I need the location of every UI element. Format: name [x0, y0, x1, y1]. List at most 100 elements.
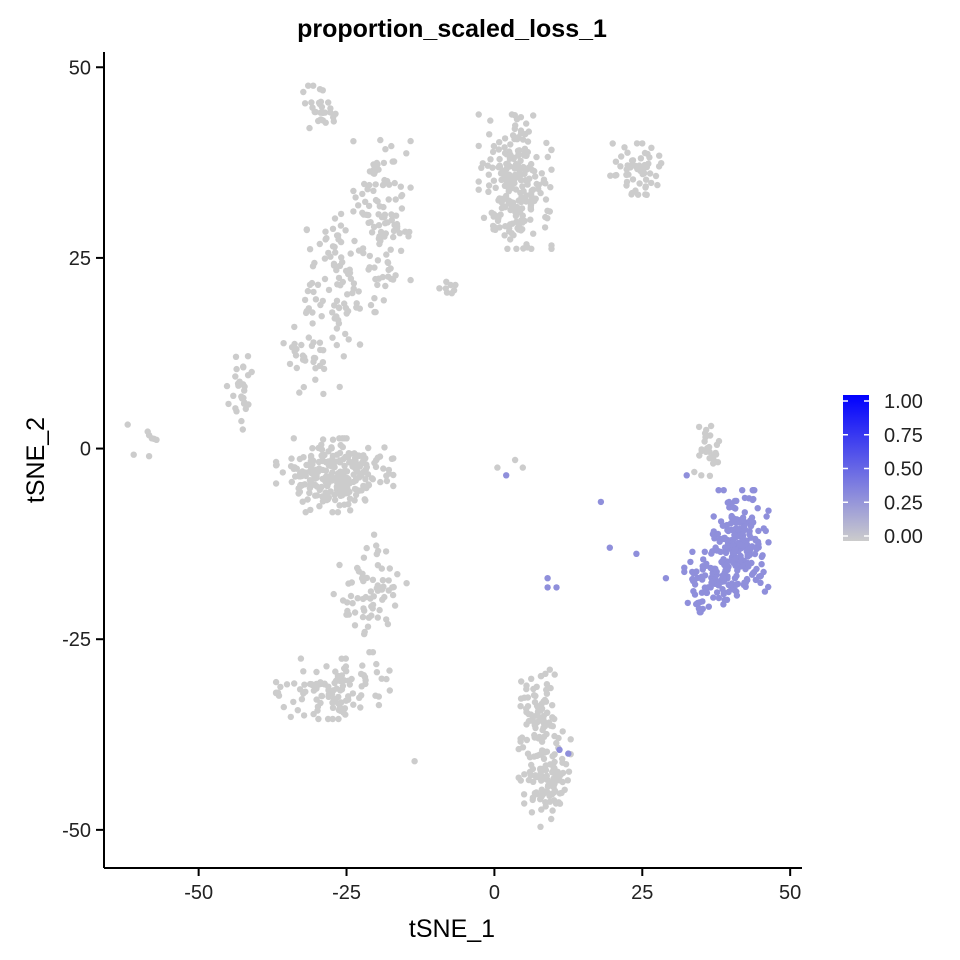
cell-point	[303, 226, 310, 233]
cell-point	[717, 548, 724, 555]
cell-point	[627, 164, 634, 171]
cell-point	[233, 365, 240, 373]
cell-point	[760, 525, 767, 532]
cell-point	[507, 236, 514, 243]
cell-point	[706, 472, 714, 479]
cell-point	[355, 202, 362, 209]
cell-point	[387, 265, 394, 272]
cell-point	[753, 565, 760, 573]
cell-point	[447, 281, 454, 289]
cell-point	[378, 565, 385, 572]
cell-point	[559, 728, 566, 735]
cell-point	[543, 748, 551, 755]
cell-point	[355, 247, 363, 254]
cell-point	[737, 552, 744, 560]
cell-point	[233, 408, 240, 415]
cell-point	[310, 82, 317, 89]
cell-point	[319, 498, 327, 505]
cell-point	[517, 177, 525, 184]
cell-point	[681, 564, 688, 571]
cell-point	[272, 462, 280, 469]
cell-point	[613, 171, 620, 179]
cell-point	[361, 496, 368, 503]
cell-point	[639, 170, 646, 178]
cell-point	[475, 178, 482, 185]
cell-point	[707, 432, 714, 439]
cell-point	[306, 477, 314, 484]
cell-point	[368, 612, 375, 619]
cell-point	[371, 264, 378, 271]
cell-point	[543, 139, 550, 147]
x-tick-label: 50	[779, 882, 801, 904]
cell-point	[302, 509, 309, 516]
cell-point	[321, 255, 329, 262]
cell-point	[384, 620, 392, 628]
cell-point	[556, 800, 564, 807]
cell-point	[340, 353, 347, 360]
cell-point	[324, 715, 332, 723]
cell-point	[350, 208, 357, 215]
cell-point	[307, 482, 315, 490]
cell-point	[130, 451, 137, 458]
cell-point	[484, 162, 491, 169]
cell-point	[547, 684, 554, 692]
cell-point	[507, 141, 514, 148]
cell-point	[306, 246, 314, 253]
cell-point	[488, 209, 495, 216]
cell-point	[331, 302, 338, 309]
cell-point	[379, 181, 387, 189]
cell-point	[389, 591, 397, 599]
cell-point	[637, 155, 645, 162]
cell-point	[241, 387, 248, 394]
cell-point	[757, 579, 764, 586]
cell-point	[361, 180, 368, 188]
cell-point	[748, 571, 756, 578]
cell-point	[508, 230, 515, 237]
cell-point	[287, 713, 294, 721]
cell-point	[341, 665, 348, 672]
cell-point	[288, 344, 296, 351]
x-axis-ticks: -50 -25 0 25 50	[184, 868, 801, 904]
cell-point	[490, 226, 497, 233]
cell-point	[370, 223, 378, 231]
cell-point	[551, 671, 558, 678]
cell-point	[319, 436, 327, 443]
cell-point	[294, 707, 301, 714]
cell-point	[527, 711, 535, 718]
cell-point	[322, 228, 329, 235]
cell-point	[124, 421, 131, 428]
x-axis-label: tSNE_1	[409, 915, 495, 943]
cell-point	[698, 447, 705, 455]
cell-point	[695, 423, 703, 431]
cell-point	[325, 286, 333, 294]
cell-point	[347, 507, 354, 514]
cell-point	[503, 165, 511, 172]
cell-point	[327, 253, 334, 260]
cell-point	[374, 614, 381, 621]
cell-point	[382, 220, 389, 227]
cell-point	[331, 496, 339, 504]
cell-point	[765, 583, 772, 591]
cell-point	[519, 464, 526, 471]
y-tick-label: 0	[80, 439, 91, 461]
cell-point	[546, 666, 553, 673]
cell-point	[308, 99, 315, 106]
cell-point	[362, 476, 369, 483]
cell-point	[529, 166, 536, 174]
cell-point	[542, 762, 549, 769]
cell-point	[333, 325, 341, 332]
cell-point	[701, 548, 708, 555]
cell-point	[357, 704, 364, 711]
cell-point	[540, 712, 547, 720]
cell-point	[223, 382, 231, 390]
cell-point	[346, 681, 353, 688]
cell-point	[648, 144, 655, 151]
x-tick-label: -25	[332, 882, 361, 904]
cell-point	[495, 214, 502, 222]
y-tick-label: -25	[62, 629, 91, 651]
cell-point	[238, 393, 245, 400]
cell-point	[272, 480, 280, 487]
cell-point	[337, 707, 344, 714]
cell-point	[347, 592, 355, 600]
